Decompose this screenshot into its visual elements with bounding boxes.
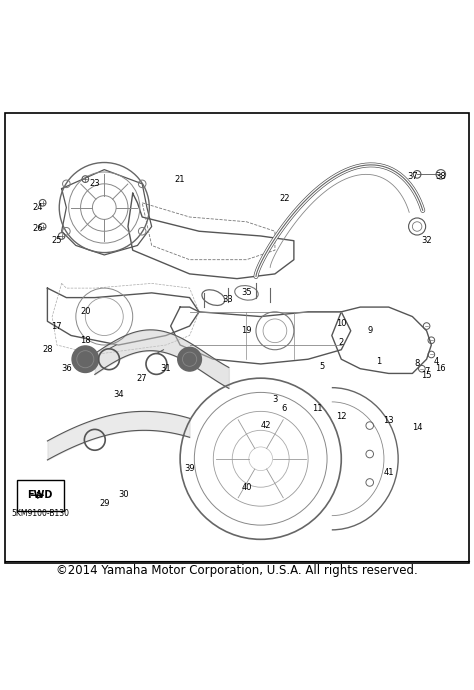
Text: 4: 4 xyxy=(433,357,439,366)
Text: 1: 1 xyxy=(376,357,382,366)
Text: 3: 3 xyxy=(272,395,278,404)
Text: 17: 17 xyxy=(52,322,62,331)
Text: 32: 32 xyxy=(421,236,432,245)
Text: 34: 34 xyxy=(113,391,124,400)
Text: 42: 42 xyxy=(260,421,271,430)
Text: 19: 19 xyxy=(241,326,252,335)
FancyBboxPatch shape xyxy=(5,112,469,563)
Text: 29: 29 xyxy=(99,500,109,509)
Text: 16: 16 xyxy=(436,364,446,373)
Text: 15: 15 xyxy=(421,371,432,380)
Text: 11: 11 xyxy=(312,404,323,413)
Text: 10: 10 xyxy=(336,319,346,328)
Text: 35: 35 xyxy=(241,288,252,297)
Text: 24: 24 xyxy=(33,203,43,212)
Text: 28: 28 xyxy=(42,345,53,354)
Text: 7: 7 xyxy=(424,366,429,375)
Text: 6: 6 xyxy=(282,404,287,413)
Text: 25: 25 xyxy=(52,236,62,245)
Text: 37: 37 xyxy=(407,172,418,181)
Text: 33: 33 xyxy=(222,295,233,304)
Text: 21: 21 xyxy=(175,175,185,184)
FancyBboxPatch shape xyxy=(17,480,64,511)
Text: 18: 18 xyxy=(80,336,91,345)
Text: 12: 12 xyxy=(336,412,346,421)
Text: ©2014 Yamaha Motor Corporation, U.S.A. All rights reserved.: ©2014 Yamaha Motor Corporation, U.S.A. A… xyxy=(56,564,418,577)
Text: 38: 38 xyxy=(436,172,446,181)
Text: 36: 36 xyxy=(61,364,72,373)
Text: 40: 40 xyxy=(241,483,252,492)
Text: 20: 20 xyxy=(80,307,91,316)
Text: 30: 30 xyxy=(118,490,128,499)
Text: 22: 22 xyxy=(279,194,290,203)
Text: 27: 27 xyxy=(137,374,147,383)
Text: 2: 2 xyxy=(338,338,344,347)
Text: 39: 39 xyxy=(184,464,195,473)
Text: 23: 23 xyxy=(90,179,100,188)
Text: 31: 31 xyxy=(161,364,171,373)
Circle shape xyxy=(178,347,201,371)
Text: 14: 14 xyxy=(412,424,422,433)
Text: 41: 41 xyxy=(383,469,394,477)
Text: 13: 13 xyxy=(383,416,394,425)
Text: 8: 8 xyxy=(414,359,420,368)
Text: 26: 26 xyxy=(33,224,43,233)
Text: 5: 5 xyxy=(319,362,325,371)
Circle shape xyxy=(72,346,99,373)
Text: 9: 9 xyxy=(367,326,373,335)
Text: 5KM9100-B130: 5KM9100-B130 xyxy=(11,509,69,518)
Text: FWD: FWD xyxy=(27,491,53,500)
